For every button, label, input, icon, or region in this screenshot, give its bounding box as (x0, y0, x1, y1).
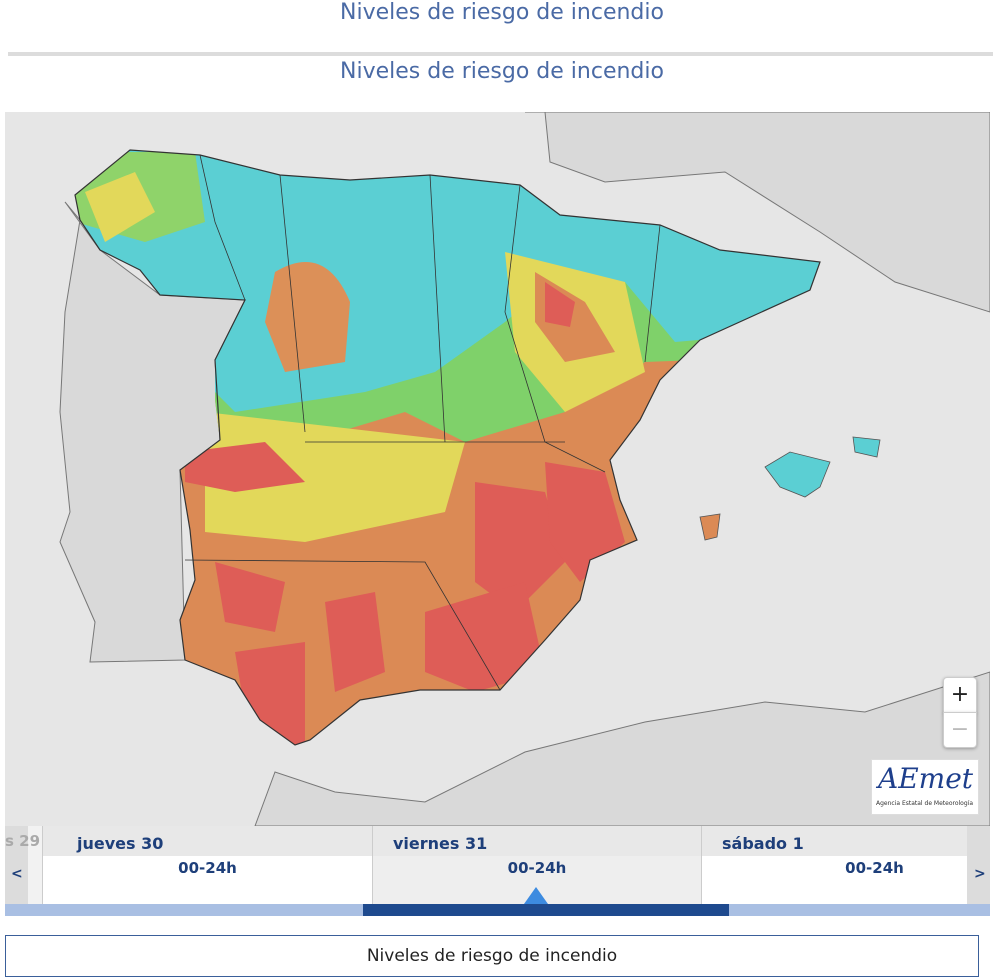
timeline-prev-stub: s 29 < (5, 826, 40, 904)
divider (8, 52, 993, 56)
day-label: sábado 1 (702, 826, 967, 856)
partial-day: s 29 (5, 832, 41, 850)
logo-name: AEmet (878, 762, 974, 795)
region-borders (184, 154, 661, 691)
section-title: Niveles de riesgo de incendio (340, 59, 664, 84)
day-label: viernes 31 (373, 826, 701, 856)
mallorca (764, 451, 831, 498)
day-period[interactable]: 00-24h (43, 856, 372, 904)
timeline: s 29 < jueves 30 00-24h viernes 31 00-24… (5, 826, 990, 904)
spain-border (74, 149, 821, 746)
day-period[interactable]: 00-24h (702, 856, 967, 904)
next-button[interactable]: > (974, 866, 986, 882)
zoom-out[interactable]: − (943, 712, 977, 748)
risk-map[interactable] (5, 112, 990, 826)
selected-marker (524, 887, 548, 904)
prev-button[interactable]: < (11, 866, 23, 882)
france (525, 112, 990, 313)
day-label: jueves 30 (43, 826, 372, 856)
day[interactable]: sábado 1 00-24h (701, 826, 967, 904)
ibiza (699, 513, 721, 541)
zoom-in[interactable]: + (943, 677, 977, 713)
logo: AEmet Agencia Estatal de Meteorología (871, 759, 979, 815)
timeline-next-stub: > (967, 826, 990, 904)
logo-subtitle: Agencia Estatal de Meteorología (876, 800, 973, 807)
progress-selected (363, 904, 729, 916)
progress-bar (5, 904, 990, 916)
day[interactable]: jueves 30 00-24h (42, 826, 372, 904)
page-title: Niveles de riesgo de incendio (340, 0, 664, 25)
footer-title: Niveles de riesgo de incendio (5, 935, 979, 977)
menorca (852, 436, 881, 458)
africa (254, 671, 990, 826)
